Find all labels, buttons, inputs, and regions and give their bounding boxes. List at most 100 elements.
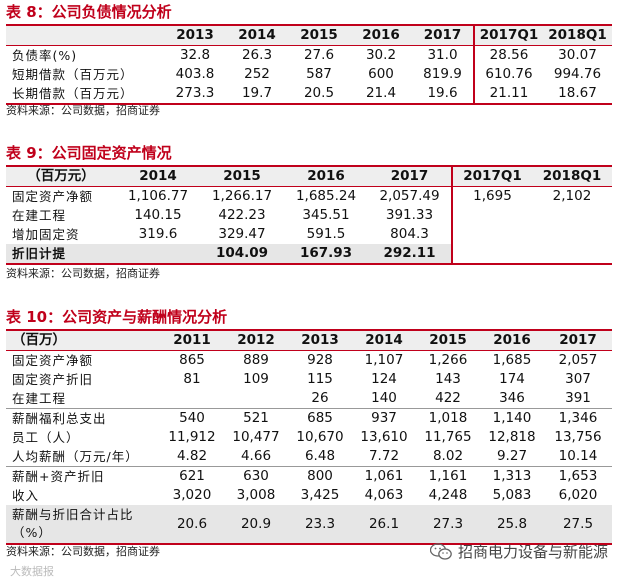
table-cell: 1,685 (492, 352, 532, 368)
table-cell (532, 225, 612, 244)
table-cell: 21.4 (350, 84, 412, 105)
header-cell: 2016 (480, 330, 544, 351)
table-cell: 26.3 (241, 47, 273, 63)
table-cell: 104.09 (200, 244, 284, 265)
table-cell: 591.5 (306, 226, 346, 242)
table-header-row: 2013 2014 2015 2016 2017 2017Q1 2018Q1 (6, 25, 612, 46)
header-cell: 2017 (412, 25, 474, 46)
table-row: 固定资产净额 1,106.77 1,266.17 1,685.24 2,057.… (6, 186, 612, 206)
table-cell: 23.3 (288, 505, 352, 545)
table-cell: 26.1 (352, 505, 416, 545)
header-cell: 2015 (416, 330, 480, 351)
row-label: 薪酬与折旧合计占比（%） (6, 505, 160, 545)
table-cell: 865 (179, 352, 205, 368)
table-row: 薪酬福利总支出 540 521 685 937 1,018 1,140 1,34… (6, 408, 612, 428)
header-cell (6, 25, 164, 46)
table-cell: 109 (243, 371, 269, 387)
table-cell: 1,106.77 (127, 188, 189, 204)
table-cell: 1,266 (428, 352, 468, 368)
table-cell: 1,695 (451, 186, 532, 206)
table-cell: 1,685.24 (295, 188, 357, 204)
table-cell: 20.6 (160, 505, 224, 545)
table-cell: 937 (352, 408, 416, 428)
table-row: 在建工程 26 140 422 346 391 (6, 389, 612, 409)
table-header-row: （百万） 2011 2012 2013 2014 2015 2016 2017 (6, 330, 612, 351)
table-cell: 4.82 (176, 448, 208, 464)
table-cell (116, 244, 200, 265)
table-cell: 3,008 (236, 487, 276, 503)
table-cell: 4.66 (240, 448, 272, 464)
header-cell: 2015 (200, 166, 284, 187)
table-cell: 994.76 (553, 66, 602, 82)
table-cell: 403.8 (175, 66, 215, 82)
table-cell: 928 (307, 352, 333, 368)
table-cell: 18.67 (543, 84, 612, 105)
table-cell (224, 389, 288, 409)
table-cell: 889 (243, 352, 269, 368)
table-cell: 5,083 (492, 487, 532, 503)
table-9: （百万元） 2014 2015 2016 2017 2017Q1 2018Q1 … (6, 165, 612, 265)
table-cell: 11,912 (168, 429, 216, 445)
header-cell: 2014 (226, 25, 288, 46)
table-cell: 30.2 (365, 47, 397, 63)
table-cell: 7.72 (368, 448, 400, 464)
header-cell: 2013 (288, 330, 352, 351)
table-cell: 819.9 (423, 66, 462, 82)
row-label: 折旧计提 (6, 244, 116, 265)
header-cell: 2011 (160, 330, 224, 351)
table-9-source: 资料来源：公司数据，招商证券 (6, 267, 160, 280)
row-label: 固定资产折旧 (12, 372, 94, 387)
table-cell: 2,057 (558, 352, 598, 368)
table-cell: 621 (160, 466, 224, 486)
table-row: 员工（人） 11,912 10,477 10,670 13,610 11,765… (6, 428, 612, 447)
table-cell: 140.15 (134, 207, 182, 223)
table-row: 收入 3,020 3,008 3,425 4,063 4,248 5,083 6… (6, 486, 612, 505)
table-cell: 28.56 (473, 45, 543, 65)
table-row: 折旧计提 104.09 167.93 292.11 (6, 244, 612, 265)
table-cell: 630 (224, 466, 288, 486)
table-cell: 1,018 (416, 408, 480, 428)
table-cell: 800 (288, 466, 352, 486)
table-10-source: 资料来源：公司数据，招商证券 (6, 545, 160, 558)
table-cell: 81 (183, 371, 201, 387)
table-cell: 4,063 (364, 487, 404, 503)
table-cell (532, 206, 612, 225)
table-cell: 1,161 (416, 466, 480, 486)
table-cell: 1,107 (364, 352, 404, 368)
table-cell: 329.47 (218, 226, 266, 242)
table-row: 负债率(%) 32.8 26.3 27.6 30.2 31.0 28.56 30… (6, 45, 612, 65)
table-cell: 19.6 (412, 84, 474, 105)
table-10-title: 表 10：公司资产与薪酬情况分析 (6, 308, 228, 326)
header-cell: （百万元） (6, 166, 116, 187)
table-cell (532, 244, 612, 265)
table-cell: 19.7 (226, 84, 288, 105)
table-cell: 20.5 (288, 84, 350, 105)
table-cell: 174 (499, 371, 525, 387)
table-header-row: （百万元） 2014 2015 2016 2017 2017Q1 2018Q1 (6, 166, 612, 187)
wechat-icon (430, 543, 452, 560)
table-cell: 12,818 (488, 429, 536, 445)
table-row: 固定资产折旧 81 109 115 124 143 174 307 (6, 370, 612, 389)
table-cell: 124 (371, 371, 397, 387)
table-cell: 600 (368, 66, 394, 82)
header-cell: 2014 (352, 330, 416, 351)
table-cell: 1,266.17 (211, 188, 273, 204)
header-cell: 2014 (116, 166, 200, 187)
table-cell: 31.0 (427, 47, 458, 63)
header-cell: 2012 (224, 330, 288, 351)
table-cell: 804.3 (390, 226, 429, 242)
table-row: 人均薪酬（万元/年） 4.82 4.66 6.48 7.72 8.02 9.27… (6, 447, 612, 467)
table-cell (451, 244, 532, 265)
table-cell: 10.14 (558, 448, 598, 464)
table-cell: 11,765 (424, 429, 472, 445)
table-cell (160, 389, 224, 409)
table-cell: 10,477 (232, 429, 280, 445)
table-cell: 1,346 (544, 408, 612, 428)
table-10: （百万） 2011 2012 2013 2014 2015 2016 2017 … (6, 329, 612, 545)
row-label: 在建工程 (12, 208, 67, 223)
table-cell: 391 (565, 390, 591, 406)
row-label: 增加固定资 (12, 227, 80, 242)
table-cell: 13,756 (554, 429, 602, 445)
table-row: 在建工程 140.15 422.23 345.51 391.33 (6, 206, 612, 225)
header-cell: 2017Q1 (451, 166, 532, 187)
